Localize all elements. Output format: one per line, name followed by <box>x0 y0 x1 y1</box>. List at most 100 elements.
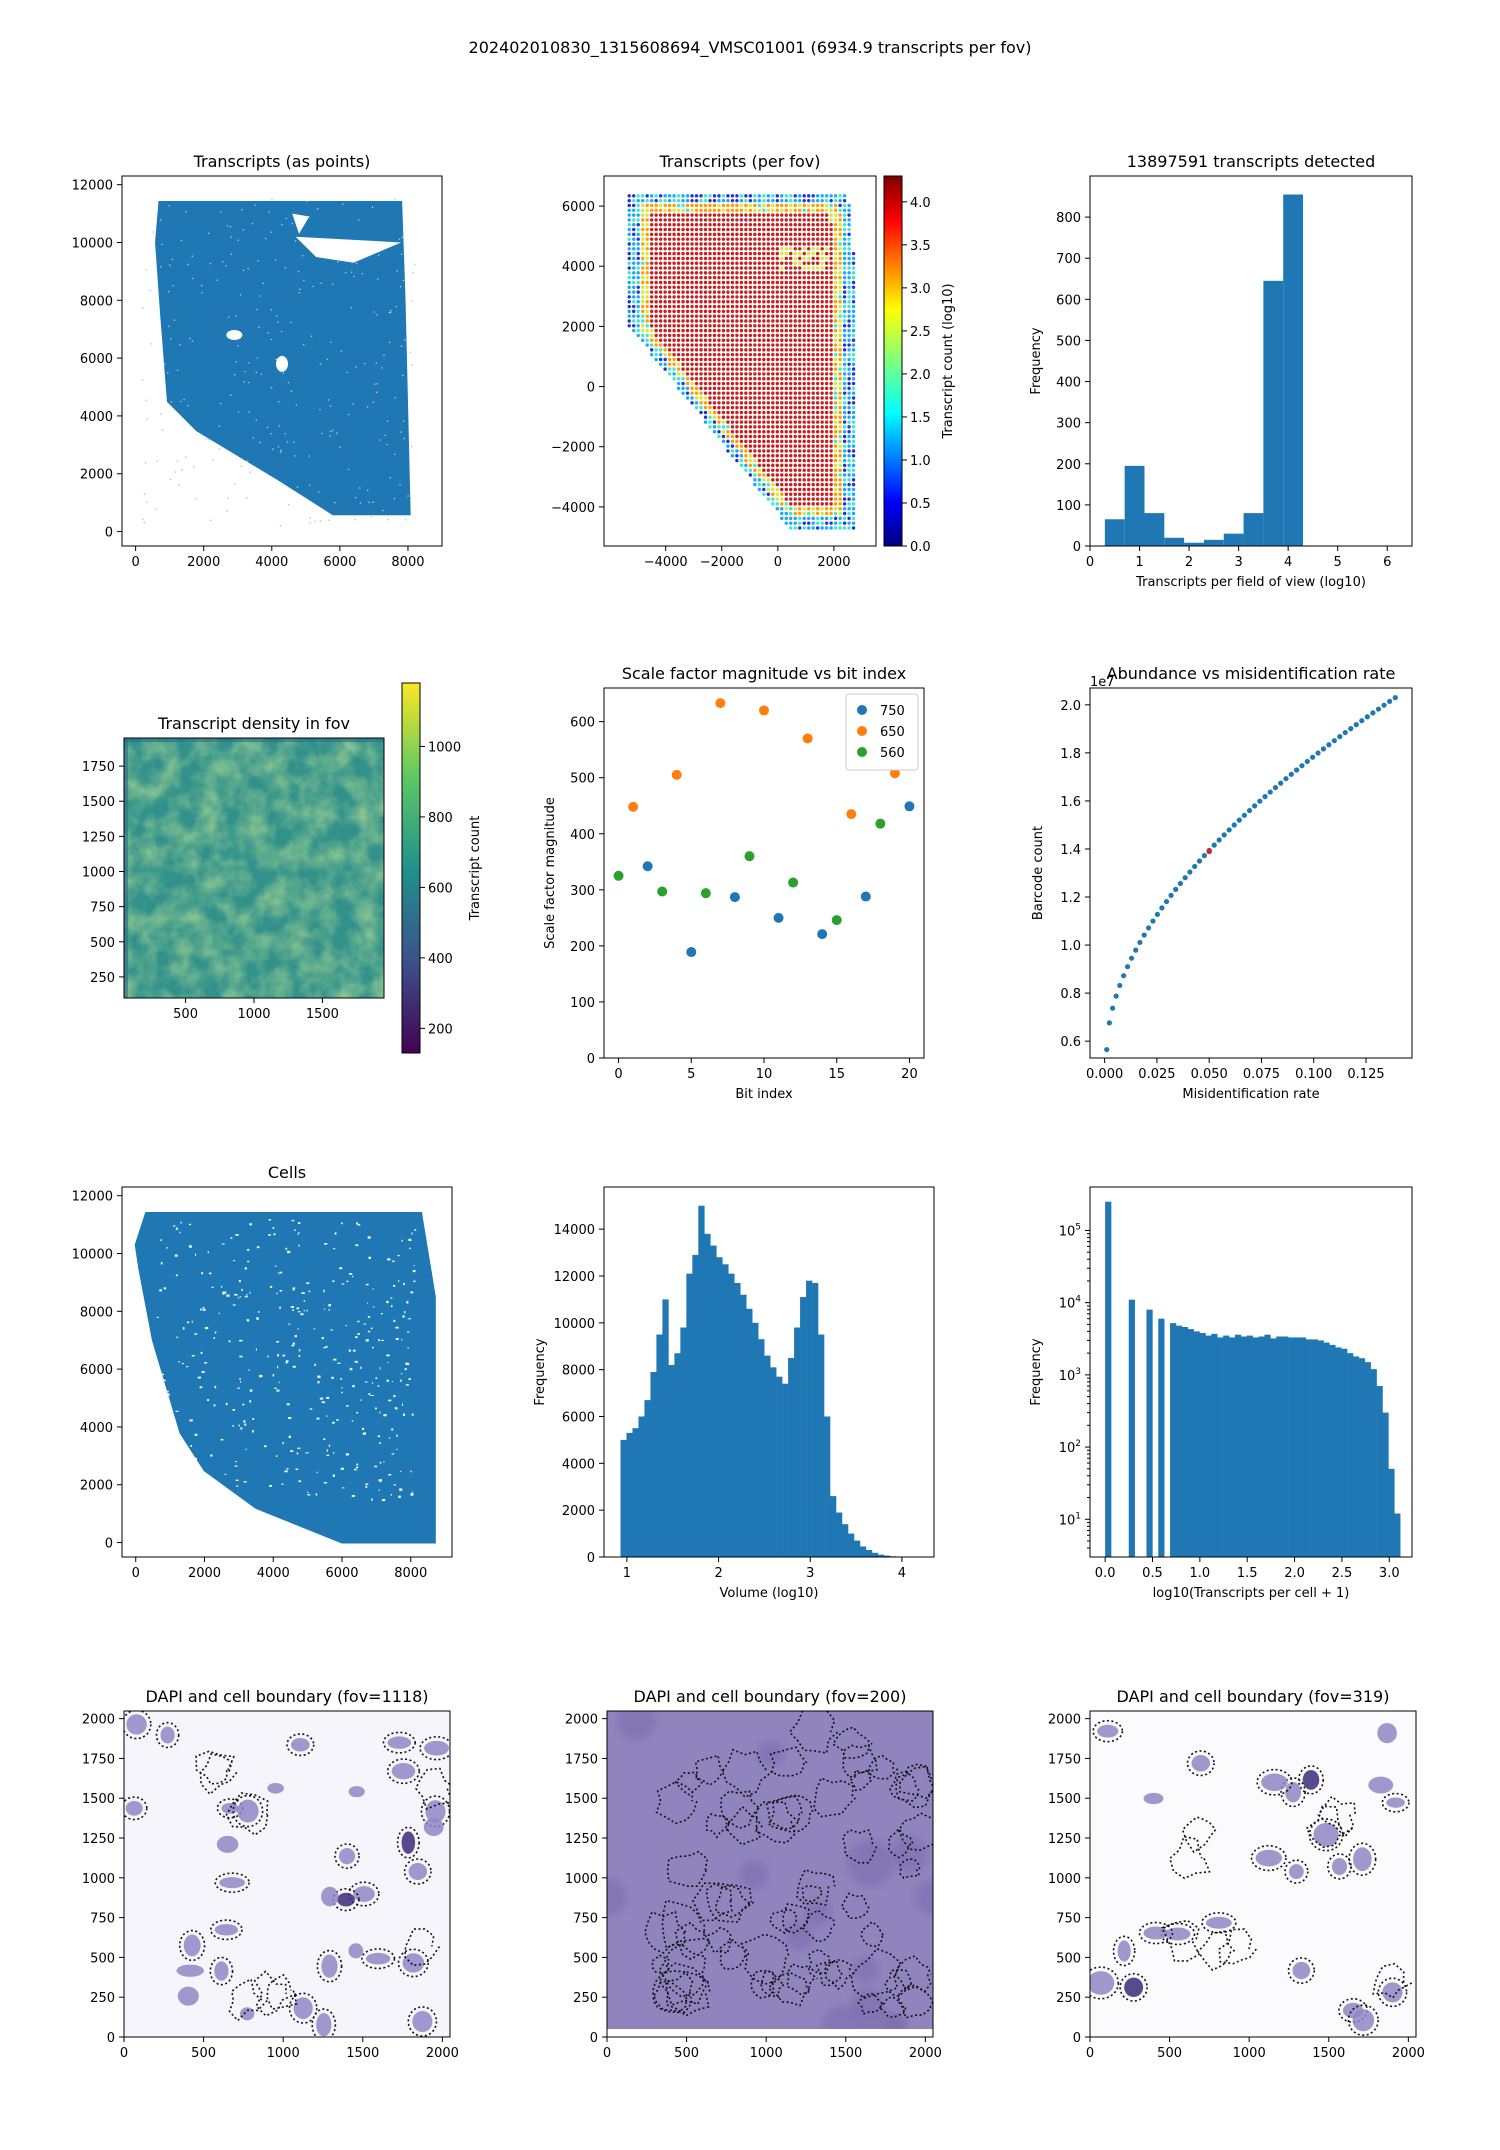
hist-bar <box>1184 542 1204 546</box>
fov-point <box>775 405 779 410</box>
fov-point <box>699 396 703 400</box>
cell-boundary <box>1287 1957 1316 1985</box>
fov-point <box>829 449 833 453</box>
fov-point <box>694 309 699 314</box>
cell-gap <box>400 1373 403 1375</box>
fov-point <box>658 227 663 232</box>
fov-point <box>807 468 811 472</box>
fov-point <box>735 348 739 352</box>
fov-point <box>645 343 649 347</box>
fov-point <box>847 372 851 376</box>
fov-point <box>847 526 851 530</box>
cell-gap <box>354 1468 357 1471</box>
fov-point <box>811 261 815 265</box>
hist-bar <box>644 1400 651 1557</box>
cell-gap <box>224 1473 227 1475</box>
fov-point <box>775 410 779 415</box>
fov-point <box>694 304 699 309</box>
fov-point <box>632 285 636 290</box>
fov-point <box>802 396 806 400</box>
fov-point <box>771 425 775 429</box>
fov-point <box>833 280 838 285</box>
fov-point <box>851 434 856 439</box>
fov-point <box>780 247 784 251</box>
fov-point <box>699 213 703 217</box>
fov-point <box>667 328 672 333</box>
fov-point <box>784 415 788 419</box>
fov-point <box>717 213 721 217</box>
axes-frame <box>121 175 443 547</box>
fov-point <box>815 261 820 265</box>
fov-point <box>807 410 811 415</box>
cell-gap <box>363 1323 366 1325</box>
sparse-point <box>227 497 229 499</box>
fov-point <box>807 275 811 280</box>
fov-point <box>842 372 847 376</box>
fov-point <box>712 300 717 304</box>
fov-point <box>824 362 829 367</box>
panel-title: Transcripts (as points) <box>193 152 371 171</box>
fov-point <box>721 213 726 217</box>
fov-point <box>815 247 820 251</box>
fov-point <box>721 439 726 444</box>
legend-marker <box>857 747 867 757</box>
fov-point <box>811 319 815 323</box>
cell-boundary <box>1119 1972 1148 2002</box>
cell-boundary <box>1181 1816 1217 1854</box>
y-tick-label: 250 <box>1056 1991 1081 2006</box>
sparse-point <box>316 208 319 210</box>
fov-point <box>847 492 851 496</box>
scatter-point-560 <box>700 888 711 899</box>
sparse-point <box>329 341 332 343</box>
cell-gap <box>297 1311 301 1313</box>
cell-gap <box>160 1475 163 1478</box>
fov-point <box>793 362 797 367</box>
fov-point <box>663 290 667 294</box>
fov-point <box>784 410 788 415</box>
fov-point <box>833 213 838 217</box>
sparse-point <box>382 509 384 512</box>
fov-point <box>842 343 847 347</box>
cell-gap <box>220 1438 224 1441</box>
fov-point <box>757 319 762 323</box>
fov-point <box>802 198 806 203</box>
cell-boundary <box>850 1947 902 2000</box>
y-tick-label: 750 <box>90 1912 115 1927</box>
fov-point <box>762 338 766 342</box>
fov-point <box>807 304 811 309</box>
cell-gap <box>328 1444 331 1447</box>
x-tick-label: 1.5 <box>1237 1566 1258 1581</box>
fov-point <box>757 405 762 410</box>
y-tick-label: 0 <box>590 2031 598 2046</box>
fov-point <box>690 343 694 347</box>
cell-gap <box>285 1360 289 1363</box>
fov-point <box>757 237 762 241</box>
cell-gap <box>246 1248 250 1251</box>
fov-point <box>829 377 833 381</box>
fov-point <box>829 506 833 511</box>
fov-point <box>815 439 820 444</box>
cell-boundary <box>765 1794 803 1830</box>
sparse-point <box>387 518 389 521</box>
fov-point <box>757 487 762 492</box>
fov-point <box>690 242 694 246</box>
fov-point <box>847 314 851 318</box>
fov-point <box>744 454 748 458</box>
y-tick-label: 2000 <box>80 468 113 483</box>
abundance-point <box>1241 812 1247 818</box>
fov-point <box>735 429 739 434</box>
fov-point <box>820 208 824 212</box>
fov-point <box>663 256 667 261</box>
hist-bar <box>1258 1336 1265 1557</box>
fov-point <box>658 218 663 222</box>
fov-point <box>780 352 784 357</box>
cell-gap <box>298 1354 301 1358</box>
fov-point <box>735 396 739 400</box>
fov-point <box>833 511 838 516</box>
cell-gap <box>355 1244 359 1247</box>
fov-point <box>663 261 667 265</box>
fov-point <box>694 280 699 285</box>
fov-point <box>784 521 788 525</box>
fov-point <box>762 213 766 217</box>
fov-point <box>726 314 730 318</box>
